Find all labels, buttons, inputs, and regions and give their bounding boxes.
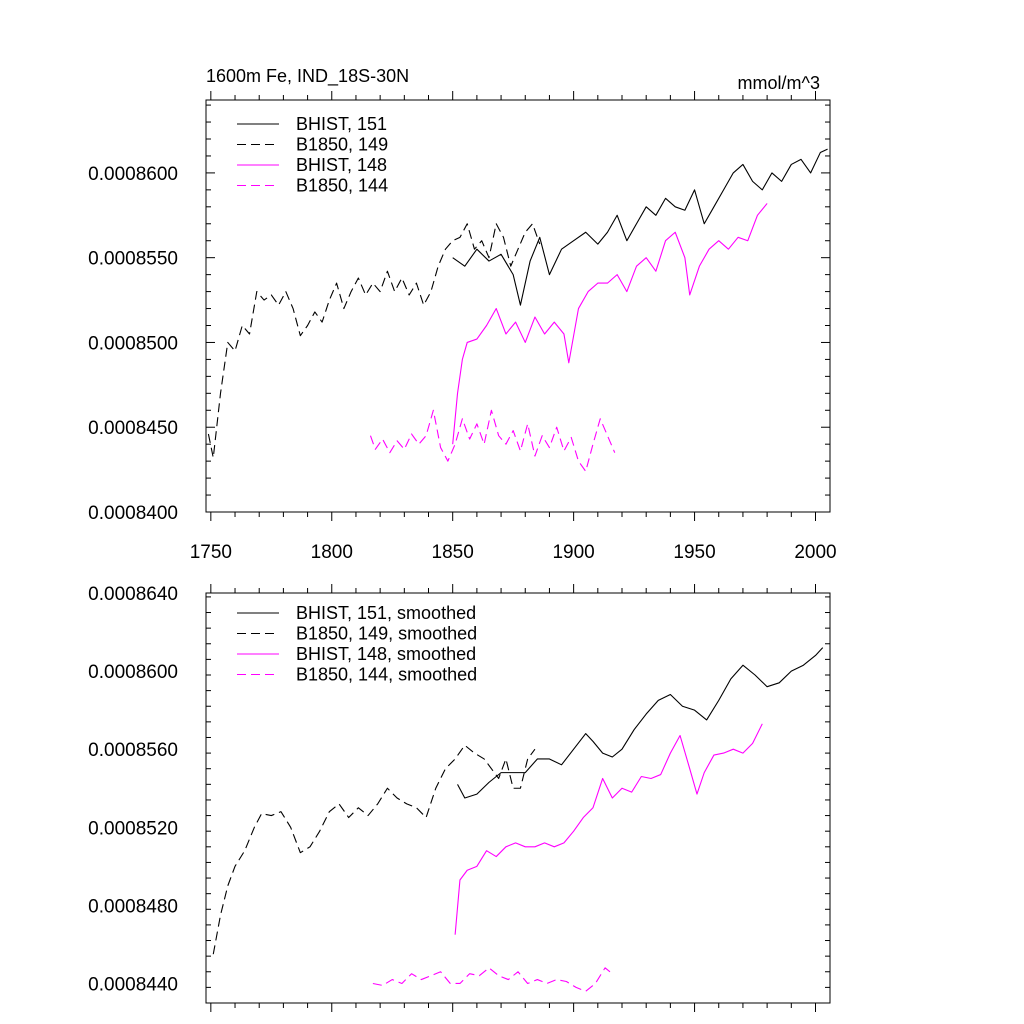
series-line-1 <box>457 647 824 799</box>
series-line-3 <box>452 203 768 445</box>
y-tick-label: 0.0008450 <box>88 418 178 439</box>
legend-label: BHIST, 151 <box>296 114 387 134</box>
x-tick-label: 1800 <box>311 542 353 563</box>
y-tick-label: 0.0008640 <box>88 584 178 605</box>
x-tick-label: 1850 <box>432 542 474 563</box>
legend-label: BHIST, 148 <box>296 155 387 175</box>
y-tick-label: 0.0008520 <box>88 818 178 839</box>
y-tick-label: 0.0008400 <box>88 503 178 524</box>
y-tick-label: 0.0008600 <box>88 164 178 185</box>
y-tick-label: 0.0008550 <box>88 249 178 270</box>
y-tick-label: 0.0008600 <box>88 662 178 683</box>
legend-label: B1850, 144, smoothed <box>296 665 477 685</box>
legend-label: B1850, 144 <box>296 176 388 196</box>
plot-frame <box>205 592 831 1004</box>
y-tick-label: 0.0008440 <box>88 974 178 995</box>
series-line-4 <box>369 409 616 472</box>
y-tick-label: 0.0008480 <box>88 896 178 917</box>
legend-label: B1850, 149, smoothed <box>296 624 477 644</box>
series-line-2 <box>207 223 541 459</box>
chart-title-left: 1600m Fe, IND_18S-30N <box>206 66 409 87</box>
series-line-1 <box>452 148 828 306</box>
legend-label: BHIST, 151, smoothed <box>296 603 476 623</box>
legend-label: B1850, 149 <box>296 135 388 155</box>
plot-frame <box>205 99 831 513</box>
chart-units-label: mmol/m^3 <box>738 73 820 93</box>
x-tick-label: 1950 <box>673 542 715 563</box>
x-tick-label: 1900 <box>552 542 594 563</box>
x-tick-label: 2000 <box>794 542 836 563</box>
series-line-4 <box>372 967 613 992</box>
y-tick-label: 0.0008500 <box>88 333 178 354</box>
bottom-panel: 0.0008440 0.0008480 0.0008520 0.0008560 0.00… <box>88 584 831 1012</box>
series-line-2 <box>212 744 536 955</box>
y-tick-label: 0.0008560 <box>88 740 178 761</box>
legend-label: BHIST, 148, smoothed <box>296 644 476 664</box>
x-tick-label: 1750 <box>190 542 232 563</box>
top-panel: 1750 1800 1850 1900 1950 2000 0.0008400 0.00084… <box>88 66 836 563</box>
series-line-3 <box>454 723 763 935</box>
